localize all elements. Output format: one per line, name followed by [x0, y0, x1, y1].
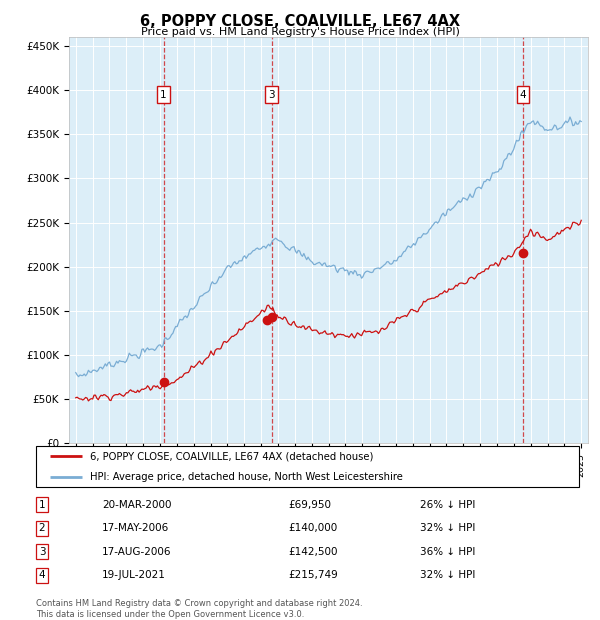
Text: 32% ↓ HPI: 32% ↓ HPI	[420, 570, 475, 580]
Text: 4: 4	[520, 89, 526, 100]
Text: 17-AUG-2006: 17-AUG-2006	[102, 547, 172, 557]
Text: Contains HM Land Registry data © Crown copyright and database right 2024.
This d: Contains HM Land Registry data © Crown c…	[36, 600, 362, 619]
Text: 1: 1	[160, 89, 167, 100]
Text: Price paid vs. HM Land Registry's House Price Index (HPI): Price paid vs. HM Land Registry's House …	[140, 27, 460, 37]
Text: 3: 3	[38, 547, 46, 557]
Text: 6, POPPY CLOSE, COALVILLE, LE67 4AX: 6, POPPY CLOSE, COALVILLE, LE67 4AX	[140, 14, 460, 29]
Text: 17-MAY-2006: 17-MAY-2006	[102, 523, 169, 533]
Text: 2: 2	[38, 523, 46, 533]
Text: £215,749: £215,749	[288, 570, 338, 580]
Text: 4: 4	[38, 570, 46, 580]
Text: 6, POPPY CLOSE, COALVILLE, LE67 4AX (detached house): 6, POPPY CLOSE, COALVILLE, LE67 4AX (det…	[91, 451, 374, 461]
Text: £69,950: £69,950	[288, 500, 331, 510]
Text: 19-JUL-2021: 19-JUL-2021	[102, 570, 166, 580]
Text: £140,000: £140,000	[288, 523, 337, 533]
Text: 3: 3	[268, 89, 275, 100]
Text: £142,500: £142,500	[288, 547, 337, 557]
Text: 26% ↓ HPI: 26% ↓ HPI	[420, 500, 475, 510]
Text: HPI: Average price, detached house, North West Leicestershire: HPI: Average price, detached house, Nort…	[91, 472, 403, 482]
FancyBboxPatch shape	[36, 446, 579, 487]
Text: 20-MAR-2000: 20-MAR-2000	[102, 500, 172, 510]
Text: 1: 1	[38, 500, 46, 510]
Text: 36% ↓ HPI: 36% ↓ HPI	[420, 547, 475, 557]
Text: 32% ↓ HPI: 32% ↓ HPI	[420, 523, 475, 533]
